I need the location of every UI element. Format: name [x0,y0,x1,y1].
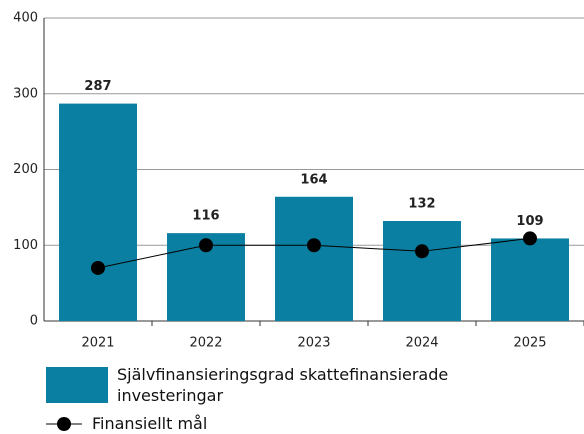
bar [491,238,569,321]
x-tick-label: 2023 [297,336,330,351]
data-label: 132 [408,197,435,212]
x-tick-label: 2025 [513,336,546,351]
y-tick-label: 400 [13,11,38,26]
y-tick-label: 300 [13,86,38,101]
y-tick-label: 200 [13,162,38,177]
line-point [199,238,213,253]
line-point [307,238,321,253]
x-tick-label: 2021 [81,336,114,351]
line-point [91,260,105,275]
y-tick-label: 0 [30,314,38,329]
data-label: 116 [192,209,219,224]
data-label: 109 [516,214,543,229]
legend-swatch [46,367,108,403]
legend-marker [57,417,71,431]
data-label: 164 [300,172,327,187]
x-tick-label: 2024 [405,336,438,351]
bar [275,196,353,321]
data-label: 287 [84,79,111,94]
line-point [415,244,429,259]
line-point [523,231,537,246]
legend-label: Finansiellt mål [92,414,208,433]
bar [59,103,137,321]
legend-label: Självfinansieringsgrad skattefinansierad… [117,365,449,405]
x-tick-label: 2022 [189,336,222,351]
y-tick-label: 100 [13,238,38,253]
bar [383,221,461,321]
